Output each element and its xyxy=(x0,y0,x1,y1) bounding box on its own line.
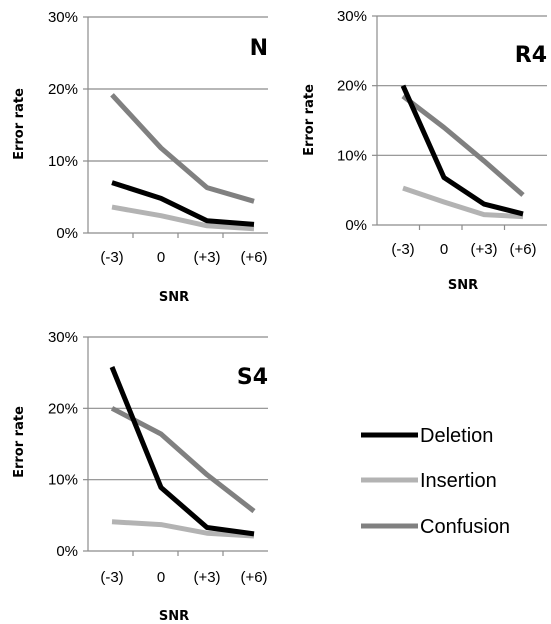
legend-label: Deletion xyxy=(420,425,493,447)
x-axis-label: SNR xyxy=(159,290,189,305)
legend-item-insertion: Insertion xyxy=(361,470,497,492)
y-axis-label: Error rate xyxy=(302,84,317,156)
series-line-insertion xyxy=(111,519,255,539)
x-axis-label: SNR xyxy=(159,609,189,624)
series-line-insertion xyxy=(111,204,255,232)
y-tick-label: 0% xyxy=(56,225,78,242)
y-tick-label: 10% xyxy=(48,472,78,489)
chart-title: S4 xyxy=(237,365,268,390)
legend-label: Insertion xyxy=(420,470,497,492)
x-tick-label: 0 xyxy=(157,569,165,586)
series-line-deletion xyxy=(111,180,255,227)
legend-item-deletion: Deletion xyxy=(361,425,493,447)
y-axis-label: Error rate xyxy=(12,88,27,160)
y-tick-label: 0% xyxy=(345,217,367,234)
x-tick-label: (-3) xyxy=(391,241,414,258)
y-tick-label: 20% xyxy=(48,400,78,417)
x-tick-label: (-3) xyxy=(100,569,123,586)
x-tick-label: 0 xyxy=(157,249,165,266)
y-tick-label: 30% xyxy=(48,9,78,26)
x-tick-label: (+3) xyxy=(193,569,220,586)
series-line-confusion xyxy=(110,93,255,204)
x-tick-label: (-3) xyxy=(100,249,123,266)
series-line-confusion xyxy=(401,94,525,197)
y-tick-label: 10% xyxy=(48,153,78,170)
chart-panel-n: N SNR Error rate 0% 10% 20% 30% (-3) 0 (+3) (+6… xyxy=(12,9,268,305)
legend: Deletion Insertion Confusion xyxy=(361,425,510,538)
y-tick-label: 10% xyxy=(337,147,367,164)
y-axis-label: Error rate xyxy=(12,406,27,478)
x-axis-label: SNR xyxy=(448,278,478,293)
series-line-deletion xyxy=(109,366,255,537)
y-tick-label: 20% xyxy=(337,78,367,95)
x-tick-label: 0 xyxy=(440,241,448,258)
series-line-insertion xyxy=(402,185,524,220)
y-tick-label: 30% xyxy=(337,8,367,25)
y-tick-label: 20% xyxy=(48,81,78,98)
chart-panel-r4: R4 SNR Error rate 0% 10% 20% 30% (-3) 0 (+3) (+… xyxy=(302,8,547,293)
legend-label: Confusion xyxy=(420,516,510,538)
x-tick-label: (+6) xyxy=(240,569,267,586)
x-tick-label: (+6) xyxy=(240,249,267,266)
chart-title: R4 xyxy=(515,43,547,68)
x-tick-label: (+6) xyxy=(509,241,536,258)
legend-item-confusion: Confusion xyxy=(361,516,510,538)
series-line-deletion xyxy=(400,84,524,217)
x-tick-label: (+3) xyxy=(193,249,220,266)
chart-panel-s4: S4 SNR Error rate 0% 10% 20% 30% (-3) 0 (+3) (+… xyxy=(12,329,268,624)
y-tick-label: 0% xyxy=(56,543,78,560)
x-tick-label: (+3) xyxy=(470,241,497,258)
chart-title: N xyxy=(250,36,268,61)
y-tick-label: 30% xyxy=(48,329,78,346)
